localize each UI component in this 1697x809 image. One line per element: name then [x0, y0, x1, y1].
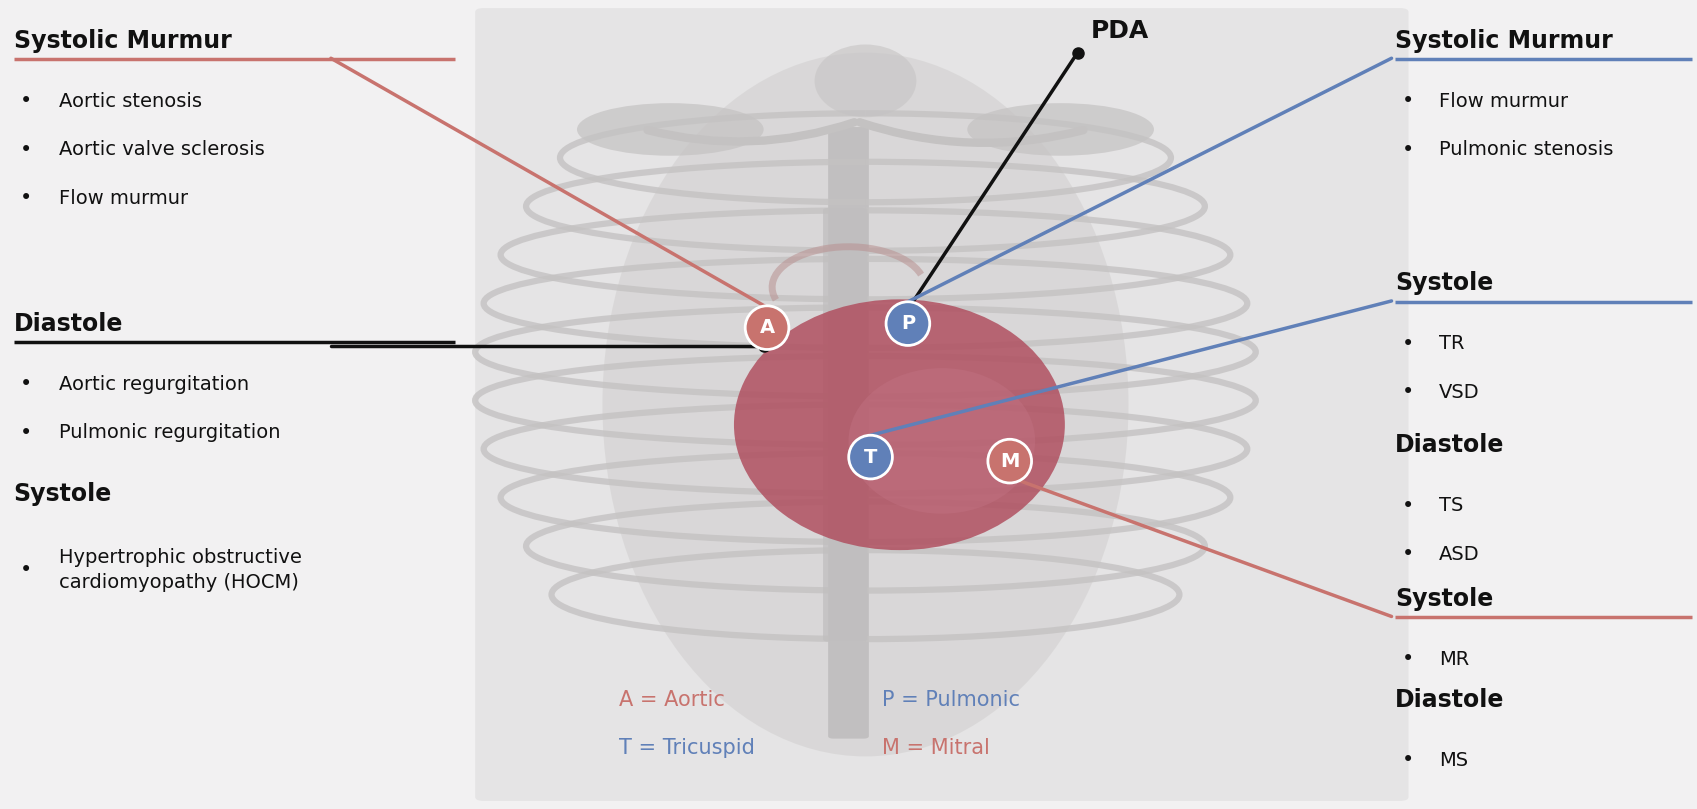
Ellipse shape — [848, 435, 893, 479]
Ellipse shape — [815, 44, 916, 117]
Text: •: • — [20, 91, 32, 111]
Text: MS: MS — [1439, 751, 1468, 770]
Text: •: • — [1402, 751, 1414, 770]
Text: Systolic Murmur: Systolic Murmur — [14, 28, 231, 53]
Text: M: M — [1000, 451, 1020, 471]
Text: •: • — [1402, 544, 1414, 564]
Text: T: T — [864, 447, 877, 467]
Text: •: • — [1402, 496, 1414, 515]
Text: Systole: Systole — [14, 481, 112, 506]
Text: Hypertrophic obstructive
cardiomyopathy (HOCM): Hypertrophic obstructive cardiomyopathy … — [59, 549, 302, 592]
Ellipse shape — [988, 439, 1032, 483]
Text: Diastole: Diastole — [1395, 433, 1504, 457]
Ellipse shape — [848, 368, 1035, 514]
Text: M = Mitral: M = Mitral — [882, 739, 991, 758]
FancyBboxPatch shape — [823, 208, 867, 642]
Text: •: • — [1402, 650, 1414, 669]
Text: Pulmonic regurgitation: Pulmonic regurgitation — [59, 423, 282, 443]
Ellipse shape — [886, 302, 930, 345]
Text: Aortic regurgitation: Aortic regurgitation — [59, 375, 249, 394]
Text: TR: TR — [1439, 334, 1465, 354]
Text: Aortic stenosis: Aortic stenosis — [59, 91, 202, 111]
Text: VSD: VSD — [1439, 383, 1480, 402]
Text: Flow murmur: Flow murmur — [1439, 91, 1568, 111]
Text: MR: MR — [1439, 650, 1470, 669]
Text: P: P — [901, 314, 915, 333]
Text: Systole: Systole — [1395, 587, 1493, 611]
Text: TS: TS — [1439, 496, 1463, 515]
Text: Flow murmur: Flow murmur — [59, 188, 188, 208]
Ellipse shape — [735, 299, 1066, 550]
Text: •: • — [20, 375, 32, 394]
Text: T = Tricuspid: T = Tricuspid — [619, 739, 755, 758]
Text: Diastole: Diastole — [14, 311, 122, 336]
Ellipse shape — [602, 53, 1129, 756]
Text: Aortic valve sclerosis: Aortic valve sclerosis — [59, 140, 265, 159]
Text: PDA: PDA — [1091, 19, 1149, 43]
Text: •: • — [20, 188, 32, 208]
Text: P = Pulmonic: P = Pulmonic — [882, 690, 1020, 709]
Text: A = Aortic: A = Aortic — [619, 690, 725, 709]
Text: ASD: ASD — [1439, 544, 1480, 564]
Text: •: • — [1402, 383, 1414, 402]
FancyBboxPatch shape — [828, 127, 869, 739]
Text: •: • — [20, 423, 32, 443]
Text: •: • — [20, 561, 32, 580]
Ellipse shape — [745, 306, 789, 349]
Ellipse shape — [967, 104, 1154, 156]
Text: Pulmonic stenosis: Pulmonic stenosis — [1439, 140, 1614, 159]
Text: •: • — [1402, 334, 1414, 354]
Ellipse shape — [577, 104, 764, 156]
Text: •: • — [1402, 140, 1414, 159]
Text: •: • — [1402, 91, 1414, 111]
Text: Diastole: Diastole — [1395, 688, 1504, 712]
FancyBboxPatch shape — [475, 8, 1409, 801]
Text: •: • — [20, 140, 32, 159]
Text: Systolic Murmur: Systolic Murmur — [1395, 28, 1612, 53]
Text: Systole: Systole — [1395, 271, 1493, 295]
Text: A: A — [760, 318, 774, 337]
